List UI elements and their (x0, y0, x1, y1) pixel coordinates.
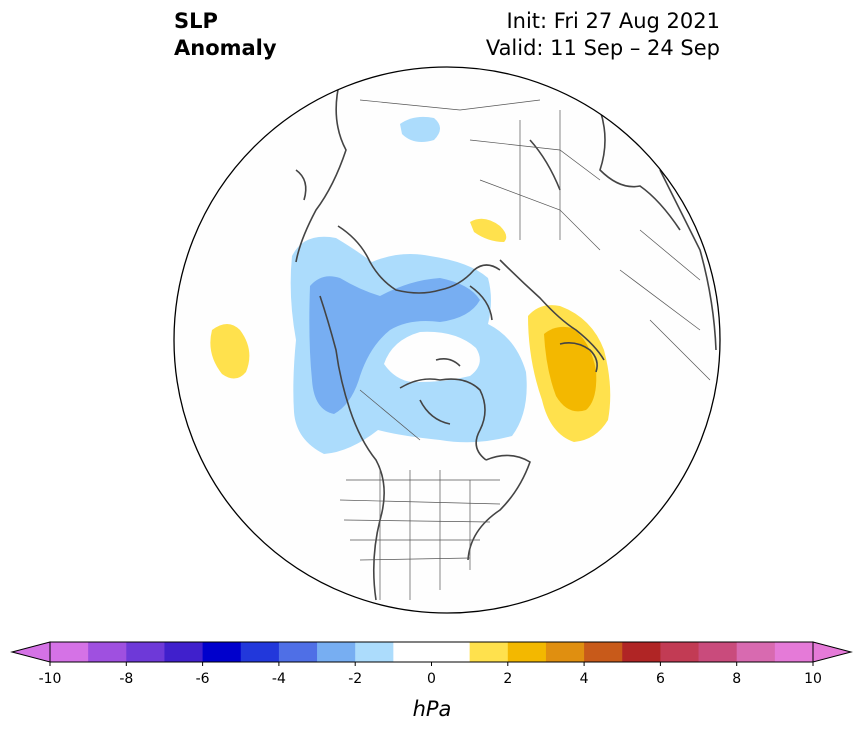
colorbar-segment (431, 642, 471, 662)
valid-range-label: Valid: 11 Sep – 24 Sep (485, 36, 720, 60)
title-line-slp: SLP (174, 9, 218, 33)
forecast-dates: Init: Fri 27 Aug 2021 Valid: 11 Sep – 24… (486, 8, 720, 62)
colorbar-tick-label: 10 (804, 671, 822, 687)
colorbar-tick-label: 8 (732, 671, 741, 687)
map-title: SLP Anomaly (174, 8, 277, 62)
colorbar-segment (545, 642, 585, 662)
coastlines (295, 79, 717, 601)
colorbar-tick-label: 2 (503, 671, 512, 687)
colorbar-tick-label: -2 (348, 671, 362, 687)
colorbar-segment (507, 642, 547, 662)
colorbar-segment (774, 642, 814, 662)
colorbar-segment (50, 642, 89, 662)
colorbar-segment (278, 642, 318, 662)
colorbar-ticks: -10 -8 -6 -4 -2 0 2 4 6 8 10 (39, 662, 822, 687)
colorbar-extend-over (812, 641, 853, 663)
anomaly-negative-medium (309, 276, 480, 414)
colorbar-tick-label: 6 (656, 671, 665, 687)
colorbar-segment (88, 642, 127, 662)
colorbar-segment (698, 642, 738, 662)
colorbar-tick-label: -10 (39, 671, 62, 687)
colorbar-segment (240, 642, 280, 662)
colorbar-segment (393, 642, 432, 662)
colorbar-segment (736, 642, 776, 662)
anomaly-positive-russia (470, 218, 507, 242)
colorbar-segment (355, 642, 394, 662)
anomaly-negative-russia (400, 116, 440, 142)
colorbar-segment (660, 642, 700, 662)
anomaly-neutral-pole (384, 331, 480, 383)
colorbar-extend-under (10, 641, 51, 663)
colorbar-unit-label: hPa (413, 697, 452, 721)
political-borders (339, 99, 711, 600)
colorbar-segment (469, 642, 509, 662)
colorbar-tick-label: -6 (196, 671, 210, 687)
colorbar-segments (50, 642, 814, 662)
anomaly-positive-atlantic-core (544, 326, 597, 412)
colorbar-tick-label: -8 (119, 671, 133, 687)
colorbar-segment (202, 642, 242, 662)
colorbar-segment (126, 642, 165, 662)
colorbar-segment (164, 642, 204, 662)
colorbar-segment (317, 642, 356, 662)
anomaly-shading (210, 116, 611, 454)
colorbar-tick-label: 0 (427, 671, 436, 687)
colorbar-tick-label: 4 (580, 671, 589, 687)
anomaly-positive-pacific (210, 324, 250, 379)
colorbar-segment (622, 642, 661, 662)
globe-outline (173, 66, 721, 614)
colorbar-segment (584, 642, 623, 662)
init-date-label: Init: Fri 27 Aug 2021 (506, 9, 720, 33)
colorbar-tick-label: -4 (272, 671, 286, 687)
title-line-anomaly: Anomaly (174, 36, 277, 60)
